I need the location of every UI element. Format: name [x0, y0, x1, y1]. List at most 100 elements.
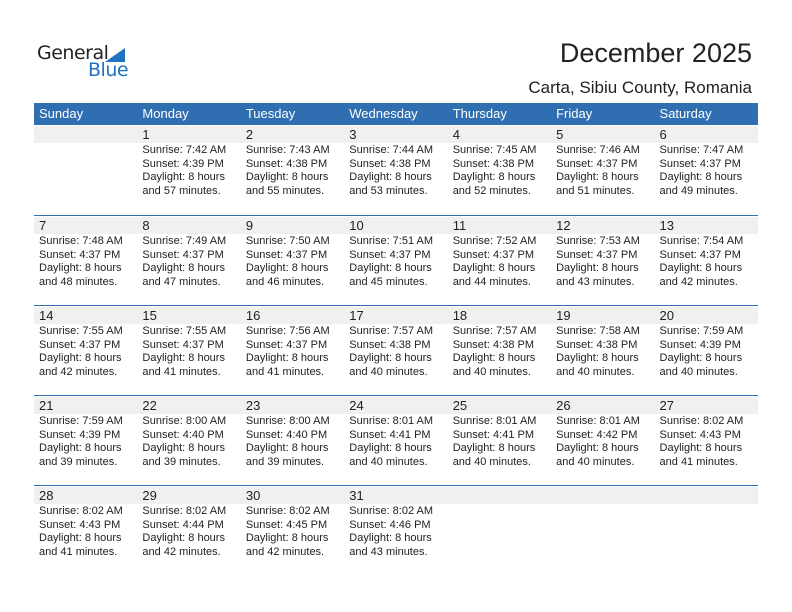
minutes-text: and 46 minutes.: [245, 275, 325, 288]
sunset-text: Sunset: 4:39 PM: [659, 338, 741, 351]
day-number-band: [447, 126, 552, 143]
week-row: 28 Sunrise: 8:02 AM Sunset: 4:43 PM Dayligh…: [34, 485, 758, 576]
day-info: Sunrise: 7:59 AM Sunset: 4:39 PM Daylight:…: [39, 415, 123, 469]
weekday-monday: Monday: [142, 106, 189, 121]
daylight-text: Daylight: 8 hours: [556, 442, 639, 454]
day-number-band: [344, 217, 448, 234]
day-info: Sunrise: 8:00 AM Sunset: 4:40 PM Daylight:…: [142, 415, 226, 469]
day-number-band: [137, 487, 241, 504]
minutes-text: and 44 minutes.: [452, 275, 531, 288]
day-cell: 2 Sunrise: 7:43 AM Sunset: 4:38 PM Daylight…: [240, 125, 345, 215]
daylight-text: Daylight: 8 hours: [142, 262, 225, 274]
sunrise-text: Sunrise: 7:59 AM: [659, 325, 744, 337]
day-cell: 9 Sunrise: 7:50 AM Sunset: 4:37 PM Daylight…: [240, 216, 345, 306]
day-info: Sunrise: 7:54 AM Sunset: 4:37 PM Daylight:…: [660, 235, 744, 289]
day-cell: 23 Sunrise: 8:00 AM Sunset: 4:40 PM Dayligh…: [240, 396, 345, 486]
day-cell: 30 Sunrise: 8:02 AM Sunset: 4:45 PM Dayligh…: [240, 486, 345, 576]
sunrise-text: Sunrise: 7:52 AM: [452, 235, 537, 247]
daylight-text: Daylight: 8 hours: [659, 442, 743, 454]
day-number-band: [240, 397, 345, 414]
daylight-text: Daylight: 8 hours: [39, 532, 122, 544]
day-cell: [447, 486, 552, 576]
sunrise-text: Sunrise: 7:59 AM: [39, 415, 123, 427]
location: Carta, Sibiu County, Romania: [528, 78, 752, 97]
day-info: Sunrise: 7:45 AM Sunset: 4:38 PM Daylight:…: [453, 144, 537, 198]
sunset-text: Sunset: 4:40 PM: [142, 428, 224, 441]
day-number-band: [34, 126, 138, 143]
day-cell: 14 Sunrise: 7:55 AM Sunset: 4:37 PM Dayligh…: [34, 306, 138, 396]
day-cell: 24 Sunrise: 8:01 AM Sunset: 4:41 PM Dayligh…: [344, 396, 448, 486]
daylight-text: Daylight: 8 hours: [142, 352, 225, 364]
week-row: 14 Sunrise: 7:55 AM Sunset: 4:37 PM Dayligh…: [34, 305, 758, 396]
day-number: 3: [349, 127, 357, 142]
weekday-wednesday: Wednesday: [349, 106, 418, 121]
sunset-text: Sunset: 4:37 PM: [659, 248, 741, 261]
day-number-band: [447, 397, 552, 414]
day-number-band: [551, 126, 655, 143]
minutes-text: and 42 minutes.: [39, 365, 118, 378]
day-number-band: [654, 487, 758, 504]
sunset-text: Sunset: 4:39 PM: [39, 428, 121, 441]
day-number-band: [551, 397, 655, 414]
sunset-text: Sunset: 4:41 PM: [452, 428, 535, 441]
daylight-text: Daylight: 8 hours: [245, 262, 329, 274]
day-cell: 12 Sunrise: 7:53 AM Sunset: 4:37 PM Dayligh…: [551, 216, 655, 306]
sunset-text: Sunset: 4:37 PM: [659, 157, 741, 170]
sunrise-text: Sunrise: 8:02 AM: [349, 505, 434, 517]
sunrise-text: Sunrise: 8:01 AM: [349, 415, 434, 427]
minutes-text: and 48 minutes.: [39, 275, 118, 288]
day-number: 9: [245, 218, 254, 233]
day-info: Sunrise: 8:02 AM Sunset: 4:46 PM Daylight:…: [349, 505, 433, 559]
day-number: 1: [142, 127, 150, 142]
day-info: Sunrise: 8:02 AM Sunset: 4:43 PM Daylight:…: [660, 415, 744, 469]
day-number: 28: [39, 488, 54, 503]
daylight-text: Daylight: 8 hours: [659, 352, 743, 364]
minutes-text: and 42 minutes.: [245, 545, 325, 558]
day-cell: 10 Sunrise: 7:51 AM Sunset: 4:37 PM Dayligh…: [344, 216, 448, 306]
logo-triangle-icon: [105, 48, 125, 62]
day-number: 23: [245, 398, 261, 413]
sunset-text: Sunset: 4:37 PM: [39, 338, 121, 351]
day-cell: 6 Sunrise: 7:47 AM Sunset: 4:37 PM Daylight…: [654, 125, 758, 215]
day-number: 20: [659, 308, 674, 323]
day-number: 13: [659, 218, 674, 233]
daylight-text: Daylight: 8 hours: [556, 262, 639, 274]
sunrise-text: Sunrise: 7:43 AM: [245, 144, 330, 156]
daylight-text: Daylight: 8 hours: [349, 442, 432, 454]
daylight-text: Daylight: 8 hours: [659, 262, 743, 274]
day-number: 14: [39, 308, 54, 323]
daylight-text: Daylight: 8 hours: [556, 171, 639, 183]
sunset-text: Sunset: 4:44 PM: [142, 518, 224, 531]
day-number-band: [34, 307, 138, 324]
sunset-text: Sunset: 4:37 PM: [142, 338, 224, 351]
daylight-text: Daylight: 8 hours: [452, 262, 536, 274]
sunrise-text: Sunrise: 7:47 AM: [659, 144, 744, 156]
minutes-text: and 55 minutes.: [245, 184, 325, 197]
sunrise-text: Sunrise: 7:55 AM: [142, 325, 227, 337]
sunset-text: Sunset: 4:38 PM: [349, 157, 431, 170]
day-number-band: [654, 397, 758, 414]
day-number-band: [34, 487, 138, 504]
day-info: Sunrise: 7:52 AM Sunset: 4:37 PM Daylight:…: [453, 235, 537, 289]
day-number: 24: [349, 398, 364, 413]
day-number-band: [137, 217, 241, 234]
sunrise-text: Sunrise: 7:51 AM: [349, 235, 434, 247]
day-number-band: [654, 307, 758, 324]
sunset-text: Sunset: 4:37 PM: [245, 248, 328, 261]
sunset-text: Sunset: 4:38 PM: [452, 157, 535, 170]
day-info: Sunrise: 7:53 AM Sunset: 4:37 PM Daylight:…: [556, 235, 640, 289]
sunrise-text: Sunrise: 7:57 AM: [452, 325, 537, 337]
weekday-thursday: Thursday: [452, 106, 507, 121]
minutes-text: and 40 minutes.: [452, 365, 531, 378]
day-number: 15: [142, 308, 157, 323]
minutes-text: and 40 minutes.: [349, 455, 428, 468]
day-number-band: [137, 397, 241, 414]
day-info: Sunrise: 8:01 AM Sunset: 4:41 PM Daylight:…: [349, 415, 433, 469]
sunset-text: Sunset: 4:38 PM: [556, 338, 638, 351]
day-number: 2: [245, 127, 254, 142]
day-number: 18: [452, 308, 468, 323]
minutes-text: and 39 minutes.: [142, 455, 221, 468]
sunrise-text: Sunrise: 8:00 AM: [245, 415, 330, 427]
day-info: Sunrise: 7:47 AM Sunset: 4:37 PM Daylight:…: [660, 144, 744, 198]
day-number: 29: [142, 488, 157, 503]
